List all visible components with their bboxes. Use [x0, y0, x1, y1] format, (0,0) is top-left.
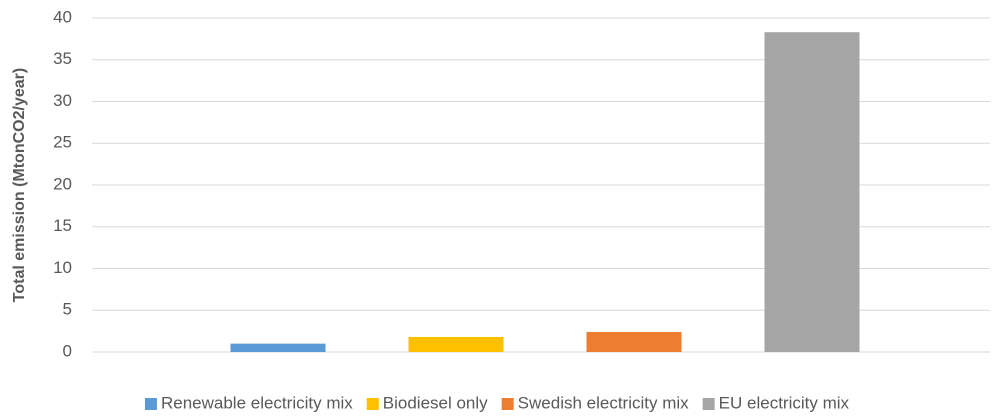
bar	[230, 343, 326, 352]
legend-swatch	[144, 398, 157, 410]
legend-swatch	[366, 398, 379, 410]
bar	[408, 336, 504, 352]
legend-label: Renewable electricity mix	[161, 393, 353, 412]
bar	[764, 32, 860, 352]
legend-swatch	[501, 398, 514, 410]
legend-label: Biodiesel only	[383, 393, 488, 412]
y-tick-label: 5	[63, 300, 72, 319]
y-tick-label: 35	[53, 49, 72, 68]
y-tick-label: 30	[53, 91, 72, 110]
legend-swatch	[702, 398, 715, 410]
bar	[586, 331, 682, 352]
y-axis-label: Total emission (MtonCO2/year)	[11, 68, 28, 302]
legend-label: EU electricity mix	[719, 393, 850, 412]
y-tick-label: 10	[53, 258, 72, 277]
legend-label: Swedish electricity mix	[518, 393, 689, 412]
y-tick-label: 20	[53, 174, 72, 193]
y-tick-label: 15	[53, 216, 72, 235]
y-tick-label: 25	[53, 133, 72, 152]
y-tick-label: 0	[63, 341, 72, 360]
y-tick-label: 40	[53, 7, 72, 26]
